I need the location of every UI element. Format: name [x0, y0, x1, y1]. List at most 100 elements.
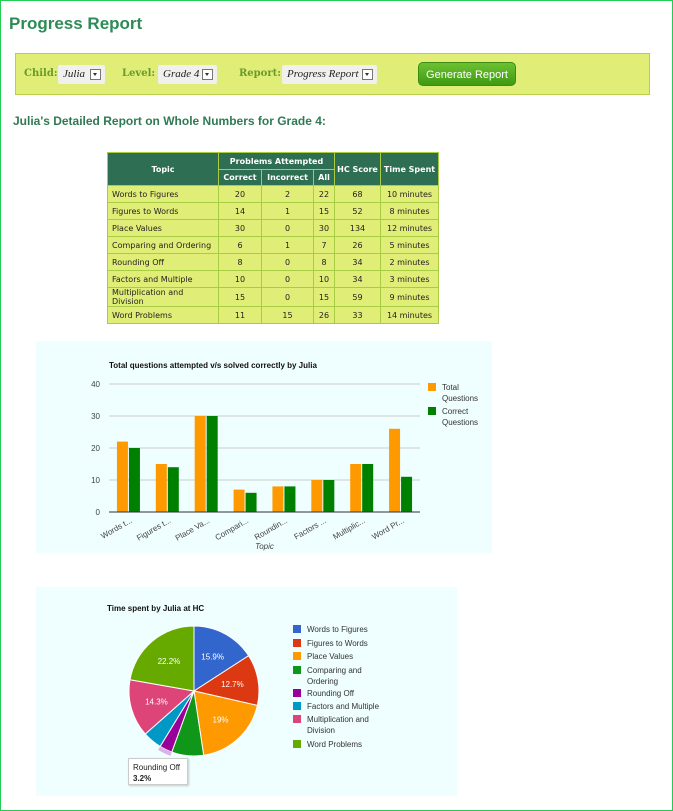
y-tick-label: 0	[96, 508, 101, 517]
x-tick-label: Factors ...	[293, 516, 328, 542]
cell-topic: Place Values	[107, 219, 219, 237]
x-tick-label: Roundin...	[253, 516, 289, 542]
y-tick-label: 30	[91, 412, 100, 421]
cell-all: 10	[313, 270, 335, 288]
header-incorrect: Incorrect	[261, 169, 314, 186]
cell-topic: Comparing and Ordering	[107, 236, 219, 254]
cell-correct: 20	[218, 185, 262, 203]
y-tick-label: 40	[91, 380, 100, 389]
pie-slice-label: 22.2%	[158, 657, 181, 666]
pie-chart: 15.9% 12.7% 19% 14.3% 22.2%	[128, 625, 260, 757]
pie-slice[interactable]	[128, 679, 196, 735]
cell-topic: Figures to Words	[107, 202, 219, 220]
bar-correct[interactable]	[128, 448, 140, 512]
cell-correct: 15	[218, 287, 262, 307]
pie-slice[interactable]	[193, 625, 250, 692]
bar-total[interactable]	[311, 480, 323, 512]
cell-correct: 8	[218, 253, 262, 271]
cell-incorrect: 0	[261, 219, 314, 237]
cell-correct: 14	[218, 202, 262, 220]
cell-all: 22	[313, 185, 335, 203]
bar-correct[interactable]	[401, 476, 413, 512]
bar-total[interactable]	[233, 489, 245, 512]
legend-swatch	[293, 666, 301, 674]
chevron-down-icon[interactable]	[90, 69, 101, 80]
report-label: Report:	[239, 68, 281, 79]
pie-slice[interactable]	[193, 690, 258, 756]
bar-correct[interactable]	[245, 492, 257, 512]
cell-hc-score: 34	[334, 253, 381, 271]
child-select[interactable]: Julia	[58, 65, 105, 84]
cell-hc-score: 33	[334, 306, 381, 324]
report-controls: Child: Julia Level: Grade 4 Report: Prog…	[15, 53, 650, 95]
legend-swatch	[293, 639, 301, 647]
cell-incorrect: 2	[261, 185, 314, 203]
legend-swatch-total	[428, 383, 436, 391]
level-select[interactable]: Grade 4	[158, 65, 217, 84]
bar-correct[interactable]	[323, 480, 335, 512]
x-axis-label: Topic	[255, 542, 274, 551]
cell-topic: Multiplication and Division	[107, 287, 219, 307]
table-row: Word Problems 11 15 26 33 14 minutes	[107, 306, 439, 324]
pie-slice-label: 15.9%	[201, 653, 224, 662]
bar-correct[interactable]	[362, 464, 374, 512]
cell-time-spent: 3 minutes	[380, 270, 439, 288]
x-tick-label: Words t...	[99, 516, 133, 541]
cell-correct: 6	[218, 236, 262, 254]
level-label: Level:	[122, 68, 156, 79]
legend-swatch-correct	[428, 407, 436, 415]
legend-swatch	[293, 689, 301, 697]
table-row: Words to Figures 20 2 22 68 10 minutes	[107, 185, 439, 203]
bar-total[interactable]	[194, 416, 206, 512]
cell-all: 15	[313, 287, 335, 307]
generate-report-button[interactable]: Generate Report	[418, 62, 516, 86]
bar-total[interactable]	[155, 464, 167, 512]
legend-swatch	[293, 715, 301, 723]
y-tick-label: 10	[91, 476, 100, 485]
tooltip-value: 3.2%	[133, 774, 152, 783]
table-row: Comparing and Ordering 6 1 7 26 5 minutes	[107, 236, 439, 254]
chevron-down-icon[interactable]	[202, 69, 213, 80]
x-tick-label: Word Pr...	[370, 516, 405, 542]
report-select[interactable]: Progress Report	[282, 65, 377, 84]
pie-legend-item: Words to Figures	[293, 624, 393, 635]
cell-time-spent: 12 minutes	[380, 219, 439, 237]
cell-incorrect: 1	[261, 202, 314, 220]
bar-correct[interactable]	[167, 467, 179, 512]
bar-total[interactable]	[389, 428, 401, 512]
cell-hc-score: 52	[334, 202, 381, 220]
cell-incorrect: 1	[261, 236, 314, 254]
pie-legend-item: Rounding Off	[293, 688, 393, 699]
pie-slice-label: 14.3%	[145, 698, 168, 707]
bar-chart-title: Total questions attempted v/s solved cor…	[109, 361, 317, 370]
bar-correct[interactable]	[206, 416, 218, 512]
pie-chart-panel: Time spent by Julia at HC 15.9% 12.7% 19% 1…	[36, 587, 457, 796]
pie-legend-item: Place Values	[293, 651, 393, 662]
legend-total-questions: Total Questions	[428, 382, 488, 404]
cell-hc-score: 134	[334, 219, 381, 237]
pie-slice-label: 12.7%	[221, 680, 244, 689]
pie-legend-item: Comparing and Ordering	[293, 665, 393, 687]
pie-slice[interactable]	[129, 625, 195, 692]
cell-topic: Word Problems	[107, 306, 219, 324]
bar-correct[interactable]	[284, 486, 296, 512]
cell-hc-score: 26	[334, 236, 381, 254]
cell-time-spent: 9 minutes	[380, 287, 439, 307]
legend-swatch	[293, 652, 301, 660]
cell-topic: Rounding Off	[107, 253, 219, 271]
cell-time-spent: 14 minutes	[380, 306, 439, 324]
bar-total[interactable]	[272, 486, 284, 512]
level-select-value: Grade 4	[163, 68, 200, 80]
chevron-down-icon[interactable]	[362, 69, 373, 80]
legend-swatch	[293, 625, 301, 633]
cell-hc-score: 68	[334, 185, 381, 203]
pie-legend-item: Word Problems	[293, 739, 393, 750]
bar-total[interactable]	[116, 441, 128, 512]
cell-incorrect: 15	[261, 306, 314, 324]
x-tick-label: Compari...	[214, 516, 250, 542]
bar-total[interactable]	[350, 464, 362, 512]
bar-chart: 0 10 20 30 40 Words t... Figures t... Place Va.…	[91, 380, 420, 551]
legend-correct-questions: Correct Questions	[428, 406, 488, 428]
x-tick-label: Multiplic...	[331, 516, 366, 542]
pie-legend-item: Factors and Multiple	[293, 701, 393, 712]
